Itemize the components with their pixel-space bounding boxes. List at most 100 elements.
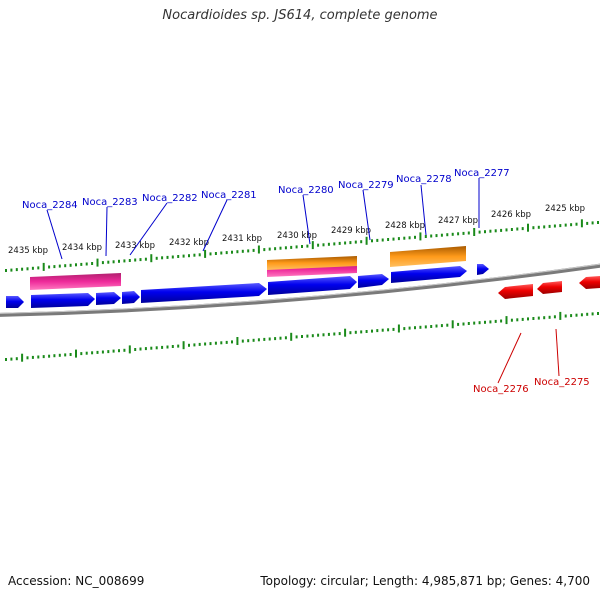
feature-bars	[30, 246, 466, 290]
gene-label-noca-2275: Noca_2275	[534, 377, 590, 388]
minor-tick	[317, 333, 320, 337]
minor-tick	[64, 353, 67, 357]
minor-tick	[101, 350, 104, 354]
minor-tick	[80, 262, 83, 266]
minor-tick	[155, 346, 158, 350]
minor-tick	[306, 334, 309, 338]
minor-tick	[306, 244, 309, 248]
minor-tick	[134, 258, 137, 262]
minor-tick	[220, 341, 223, 345]
minor-tick	[231, 250, 233, 254]
minor-tick	[360, 240, 363, 244]
minor-tick	[381, 328, 384, 332]
minor-tick	[387, 238, 390, 241]
minor-tick	[516, 227, 519, 231]
gene-label-noca-2284: Noca_2284	[22, 200, 78, 211]
gene-label-noca-2281: Noca_2281	[201, 190, 257, 201]
minor-tick	[414, 326, 416, 330]
minor-tick	[392, 237, 395, 241]
minor-tick	[327, 242, 330, 246]
minor-tick	[408, 236, 411, 240]
minor-tick	[419, 325, 422, 329]
major-tick	[96, 258, 99, 267]
kbp-tick-label: 2435 kbp	[8, 246, 48, 256]
minor-tick	[225, 251, 228, 255]
minor-tick	[371, 329, 373, 333]
minor-tick	[48, 354, 51, 358]
minor-tick	[290, 245, 293, 249]
minor-tick	[150, 346, 153, 350]
minor-tick	[591, 312, 594, 316]
minor-tick	[548, 315, 551, 319]
minor-tick	[414, 235, 416, 239]
minor-tick	[354, 330, 357, 334]
minor-tick	[564, 314, 567, 318]
minor-tick	[91, 262, 94, 265]
major-tick	[559, 311, 562, 320]
minor-tick	[112, 260, 115, 264]
gene-arrow-noca-2282	[122, 291, 140, 304]
minor-tick	[510, 318, 513, 322]
minor-tick	[247, 339, 250, 343]
minor-tick	[505, 228, 508, 232]
topology-text: Topology: circular; Length: 4,985,871 bp…	[260, 574, 590, 588]
minor-tick	[263, 337, 266, 341]
minor-tick	[274, 247, 277, 251]
minor-tick	[424, 235, 427, 238]
minor-tick	[500, 319, 503, 323]
major-tick	[344, 328, 347, 337]
gene-arrow-noca-2284	[31, 293, 95, 308]
minor-tick	[333, 242, 336, 246]
minor-tick	[58, 264, 61, 268]
gene-label-noca-2282: Noca_2282	[142, 193, 198, 204]
minor-tick	[446, 323, 449, 327]
minor-tick	[257, 338, 260, 342]
minor-tick	[75, 263, 77, 267]
minor-tick	[435, 234, 438, 238]
minor-tick	[268, 247, 271, 251]
minor-tick	[424, 325, 427, 329]
minor-tick	[209, 342, 212, 346]
minor-tick	[220, 251, 223, 255]
minor-tick	[107, 350, 110, 354]
minor-tick	[387, 328, 390, 332]
minor-tick	[311, 334, 314, 338]
minor-tick	[467, 322, 470, 325]
callout-lines	[46, 178, 560, 384]
minor-tick	[489, 229, 492, 233]
minor-tick	[322, 333, 325, 337]
minor-tick	[31, 266, 34, 270]
minor-tick	[279, 336, 282, 340]
pink-feature-bar-1	[30, 273, 121, 290]
minor-tick	[371, 239, 373, 243]
minor-tick	[322, 243, 325, 247]
major-tick	[21, 353, 24, 362]
major-tick	[527, 223, 529, 232]
minor-tick	[144, 257, 147, 261]
minor-tick	[327, 332, 330, 336]
minor-tick	[435, 324, 438, 328]
minor-tick	[209, 252, 212, 256]
minor-tick	[478, 230, 481, 234]
major-tick	[419, 232, 422, 241]
minor-tick	[521, 227, 524, 231]
minor-tick	[188, 343, 190, 347]
minor-tick	[263, 248, 266, 252]
minor-tick	[484, 230, 486, 234]
minor-tick	[494, 229, 497, 233]
minor-tick	[381, 238, 384, 242]
major-tick	[257, 245, 260, 254]
minor-tick	[543, 316, 546, 320]
minor-tick	[553, 315, 556, 319]
minor-tick	[392, 327, 395, 331]
gene-arrow-noca-2277	[477, 264, 489, 275]
lower-tick-track	[5, 311, 599, 362]
minor-tick	[177, 255, 180, 258]
minor-tick	[10, 357, 13, 361]
minor-tick	[564, 223, 567, 227]
minor-tick	[5, 358, 7, 361]
minor-tick	[161, 256, 164, 260]
major-tick	[580, 219, 583, 228]
minor-tick	[521, 317, 524, 321]
